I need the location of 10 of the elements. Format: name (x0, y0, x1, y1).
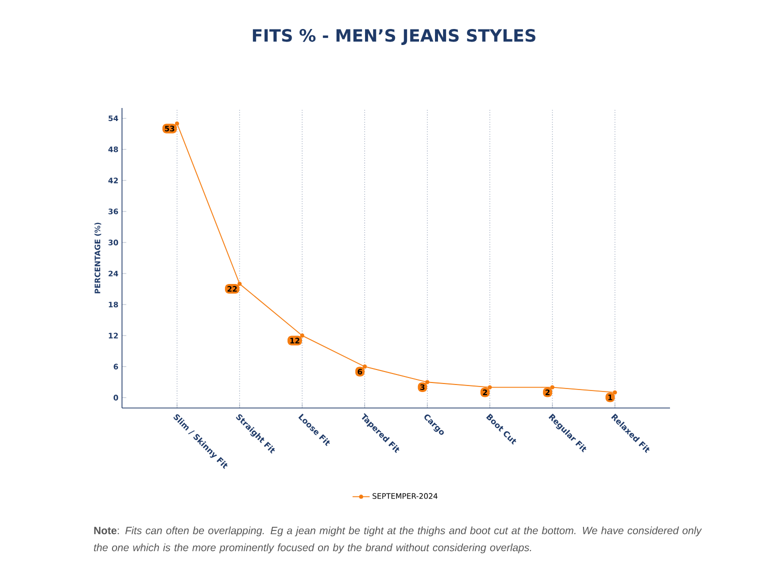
point (612, 390, 617, 395)
point (175, 121, 180, 126)
point (300, 334, 304, 338)
point (550, 385, 554, 390)
text: Note: Fits can often be overlapping. Eg a jean might be tight at the thighs and boot cut at the bottom. We have considered only the one which is the more prominently focused on by the brand without considering overlaps. (94, 526, 702, 554)
point (362, 364, 367, 369)
point (238, 282, 242, 286)
point (488, 385, 492, 390)
point (425, 380, 430, 384)
chart-title: FITS % - MEN’S JEANS STYLES (252, 28, 536, 45)
